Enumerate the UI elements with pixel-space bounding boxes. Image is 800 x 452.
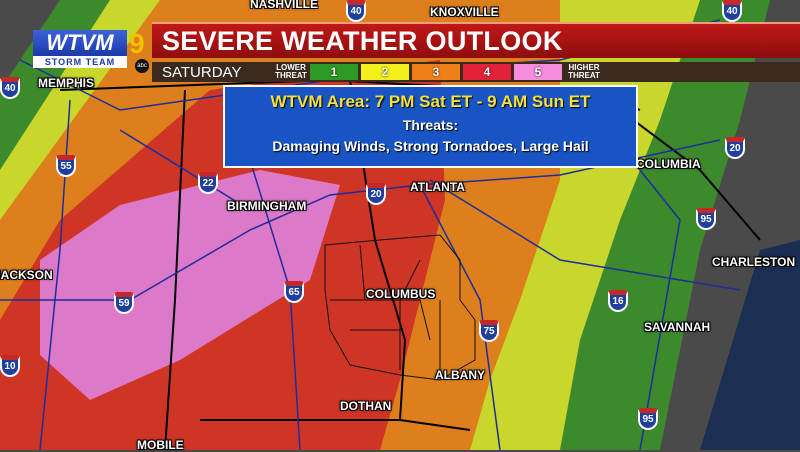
city-label-memphis: MEMPHIS (38, 76, 95, 90)
logo-name: WTVM (33, 30, 127, 56)
legend-level-5: 5 (514, 64, 562, 80)
timeframe-text: WTVM Area: 7 PM Sat ET - 9 AM Sun ET (270, 92, 591, 111)
interstate-shield: 75 (479, 320, 499, 342)
interstate-shield: 16 (608, 290, 628, 312)
legend-level-1: 1 (310, 64, 358, 80)
interstate-shield: 65 (284, 281, 304, 303)
city-label-knoxville: KNOXVILLE (430, 5, 499, 19)
page-title: SEVERE WEATHER OUTLOOK (152, 22, 800, 58)
interstate-shield: 95 (696, 208, 716, 230)
interstate-shield: 40 (0, 77, 20, 99)
interstate-shield: 20 (366, 183, 386, 205)
city-label-birmingham: BIRMINGHAM (227, 199, 307, 213)
legend-level-4: 4 (463, 64, 511, 80)
threats-heading: Threats: (402, 117, 459, 133)
interstate-shield: 95 (638, 408, 658, 430)
logo-channel: 9 (129, 28, 145, 59)
city-label-jackson: JACKSON (0, 268, 53, 282)
threat-legend: SATURDAY LOWER THREAT 1 2 3 4 5 HIGHER T… (152, 62, 800, 82)
risk-zone-5 (40, 170, 340, 400)
day-label: SATURDAY (162, 63, 242, 81)
city-label-columbus: COLUMBUS (366, 287, 436, 301)
legend-level-2: 2 (361, 64, 409, 80)
county-lines (324, 234, 476, 381)
info-box: WTVM Area: 7 PM Sat ET - 9 AM Sun ET Thr… (223, 85, 638, 168)
interstate-shield: 22 (198, 172, 218, 194)
interstate-shield: 10 (0, 355, 20, 377)
logo-subtitle: STORM TEAM (33, 56, 127, 68)
interstate-shield: 40 (722, 0, 742, 22)
interstate-shield: 20 (725, 137, 745, 159)
city-label-albany: ALBANY (435, 368, 485, 382)
city-label-nashville: NASHVILLE (250, 0, 319, 11)
legend-level-3: 3 (412, 64, 460, 80)
city-label-mobile: MOBILE (137, 438, 184, 452)
interstate-shield: 55 (56, 155, 76, 177)
city-label-charleston: CHARLESTON (712, 255, 796, 269)
city-label-atlanta: ATLANTA (410, 180, 465, 194)
network-logo-icon: abc (135, 59, 149, 73)
lower-threat-label: LOWER THREAT (275, 63, 307, 80)
threats-list: Damaging Winds, Strong Tornadoes, Large … (272, 138, 589, 154)
interstate-shield: 40 (346, 0, 366, 22)
city-label-dothan: DOTHAN (340, 399, 392, 413)
station-logo: WTVM STORM TEAM 9 abc (33, 28, 151, 73)
higher-threat-label: HIGHER THREAT (568, 63, 600, 80)
city-label-savannah: SAVANNAH (644, 320, 711, 334)
city-label-columbia: COLUMBIA (636, 157, 701, 171)
interstate-shield: 59 (114, 292, 134, 314)
ocean (700, 240, 800, 450)
